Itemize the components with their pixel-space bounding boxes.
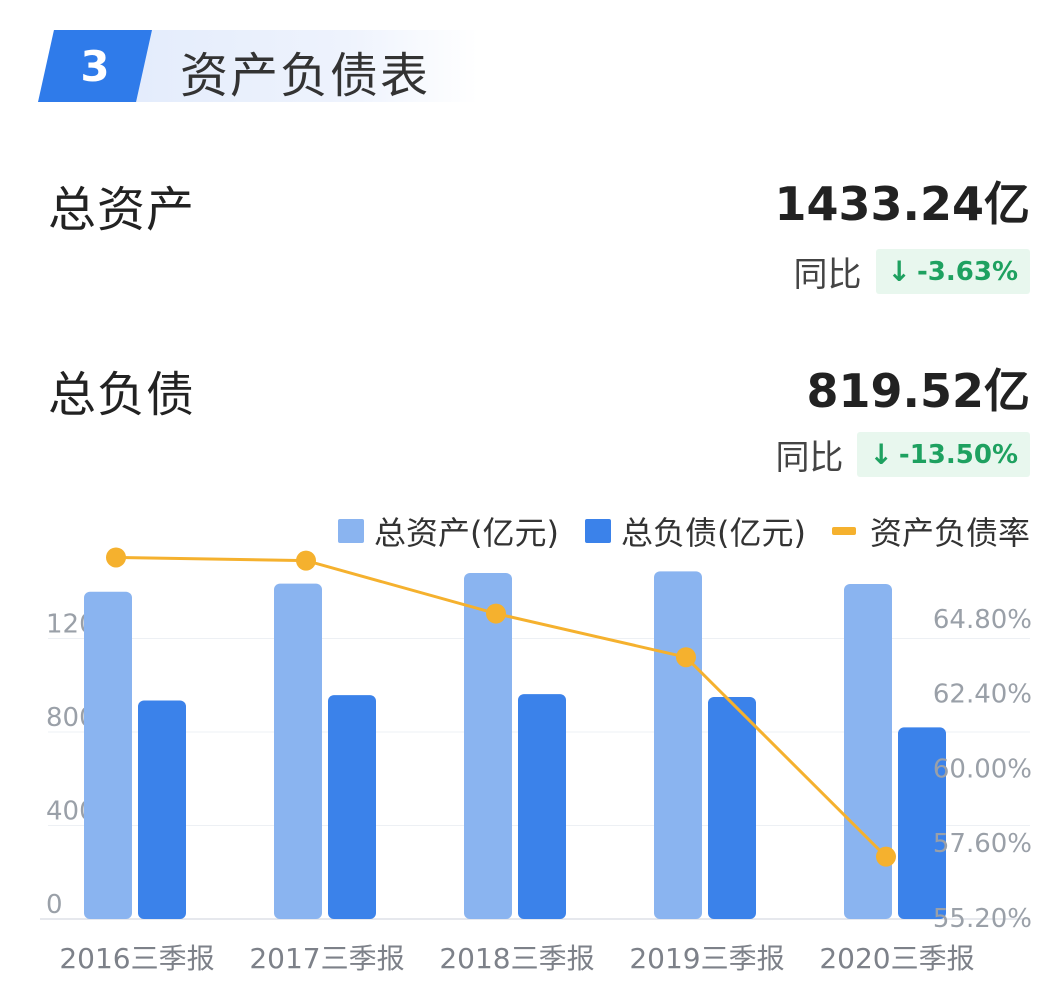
debt-ratio-point [486,603,506,624]
y-left-tick-label: 0 [46,890,63,920]
total-assets-bar [274,583,322,919]
yoy-label: 同比 [775,438,844,478]
total-assets-yoy: 同比 ↓ -3.63% [794,247,1030,296]
total-liabilities-bar [898,727,946,919]
x-tick-label: 2016三季报 [59,942,214,975]
debt-ratio-point [676,647,696,668]
legend-swatch [338,519,365,543]
total-assets-bar [844,583,892,919]
total-assets-label: 总资产 [48,182,196,238]
chart-legend: 总资产(亿元) 总负债(亿元) 资产负债率 [312,508,1030,554]
total-liabilities-label: 总负债 [48,367,196,423]
yoy-value: -13.50% [898,439,1018,470]
x-tick-label: 2018三季报 [439,942,594,975]
total-assets-bar [654,571,702,919]
legend-item-debt-ratio[interactable]: 资产负债率 [831,508,1030,554]
total-liabilities-bar [518,694,566,919]
yoy-badge: ↓ -13.50% [857,432,1030,477]
x-tick-label: 2017三季报 [249,942,404,975]
total-liabilities-bar [708,696,756,919]
total-liabilities-value: 819.52亿 [806,364,1030,418]
total-liabilities-bar [328,695,376,919]
y-right-tick-label: 57.60% [933,829,1032,859]
legend-label: 总负债(亿元) [621,514,806,552]
section-number: 3 [38,30,152,102]
yoy-label: 同比 [793,255,862,295]
yoy-badge: ↓ -3.63% [875,249,1030,294]
arrow-down-icon: ↓ [887,255,911,288]
y-right-tick-label: 64.80% [933,605,1032,635]
total-liabilities-yoy: 同比 ↓ -13.50% [775,430,1030,479]
debt-ratio-point [106,547,126,568]
x-tick-label: 2019三季报 [629,942,784,975]
total-assets-bar [464,573,512,919]
legend-swatch [585,519,611,543]
section-header: 3 资产负债表 [38,30,478,104]
y-right-tick-label: 55.20% [933,904,1032,934]
legend-swatch [831,527,856,535]
y-right-tick-label: 62.40% [933,680,1032,710]
legend-item-total-assets[interactable]: 总资产(亿元) [338,508,559,554]
total-assets-value: 1433.24亿 [774,177,1030,231]
x-tick-label: 2020三季报 [819,942,974,975]
debt-ratio-point [876,846,896,867]
arrow-down-icon: ↓ [869,438,893,471]
legend-item-total-liabilities[interactable]: 总负债(亿元) [585,508,806,554]
legend-label: 资产负债率 [869,514,1030,552]
y-right-tick-label: 60.00% [933,754,1032,784]
total-assets-bar [84,591,132,919]
debt-ratio-point [296,550,316,571]
yoy-value: -3.63% [917,256,1018,287]
balance-sheet-chart: 0400800120055.20%57.60%60.00%62.40%64.80… [40,547,1032,975]
section-title: 资产负债表 [180,48,431,104]
total-liabilities-bar [138,700,186,919]
legend-label: 总资产(亿元) [374,514,559,552]
